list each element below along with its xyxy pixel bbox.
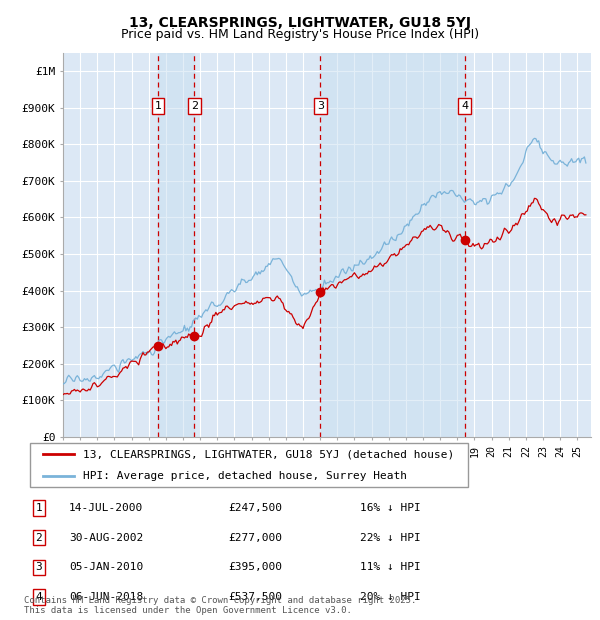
Text: 2: 2	[191, 101, 198, 111]
Text: HPI: Average price, detached house, Surrey Heath: HPI: Average price, detached house, Surr…	[83, 471, 407, 481]
Text: 06-JUN-2018: 06-JUN-2018	[69, 592, 143, 602]
Text: 1: 1	[154, 101, 161, 111]
Text: 20% ↓ HPI: 20% ↓ HPI	[360, 592, 421, 602]
Text: 13, CLEARSPRINGS, LIGHTWATER, GU18 5YJ: 13, CLEARSPRINGS, LIGHTWATER, GU18 5YJ	[129, 16, 471, 30]
Text: 05-JAN-2010: 05-JAN-2010	[69, 562, 143, 572]
Text: £395,000: £395,000	[228, 562, 282, 572]
Text: Price paid vs. HM Land Registry's House Price Index (HPI): Price paid vs. HM Land Registry's House …	[121, 28, 479, 41]
Text: £537,500: £537,500	[228, 592, 282, 602]
Bar	[158, 53, 194, 437]
Bar	[320, 53, 464, 437]
Text: 2: 2	[35, 533, 43, 542]
Text: Contains HM Land Registry data © Crown copyright and database right 2025.
This d: Contains HM Land Registry data © Crown c…	[24, 596, 416, 615]
Text: 16% ↓ HPI: 16% ↓ HPI	[360, 503, 421, 513]
Text: £247,500: £247,500	[228, 503, 282, 513]
Text: 1: 1	[35, 503, 43, 513]
Text: £277,000: £277,000	[228, 533, 282, 542]
Text: 22% ↓ HPI: 22% ↓ HPI	[360, 533, 421, 542]
Text: 11% ↓ HPI: 11% ↓ HPI	[360, 562, 421, 572]
Text: 14-JUL-2000: 14-JUL-2000	[69, 503, 143, 513]
Text: 4: 4	[35, 592, 43, 602]
Text: 3: 3	[317, 101, 324, 111]
Text: 3: 3	[35, 562, 43, 572]
Text: 4: 4	[461, 101, 468, 111]
Text: 30-AUG-2002: 30-AUG-2002	[69, 533, 143, 542]
Text: 13, CLEARSPRINGS, LIGHTWATER, GU18 5YJ (detached house): 13, CLEARSPRINGS, LIGHTWATER, GU18 5YJ (…	[83, 449, 454, 459]
